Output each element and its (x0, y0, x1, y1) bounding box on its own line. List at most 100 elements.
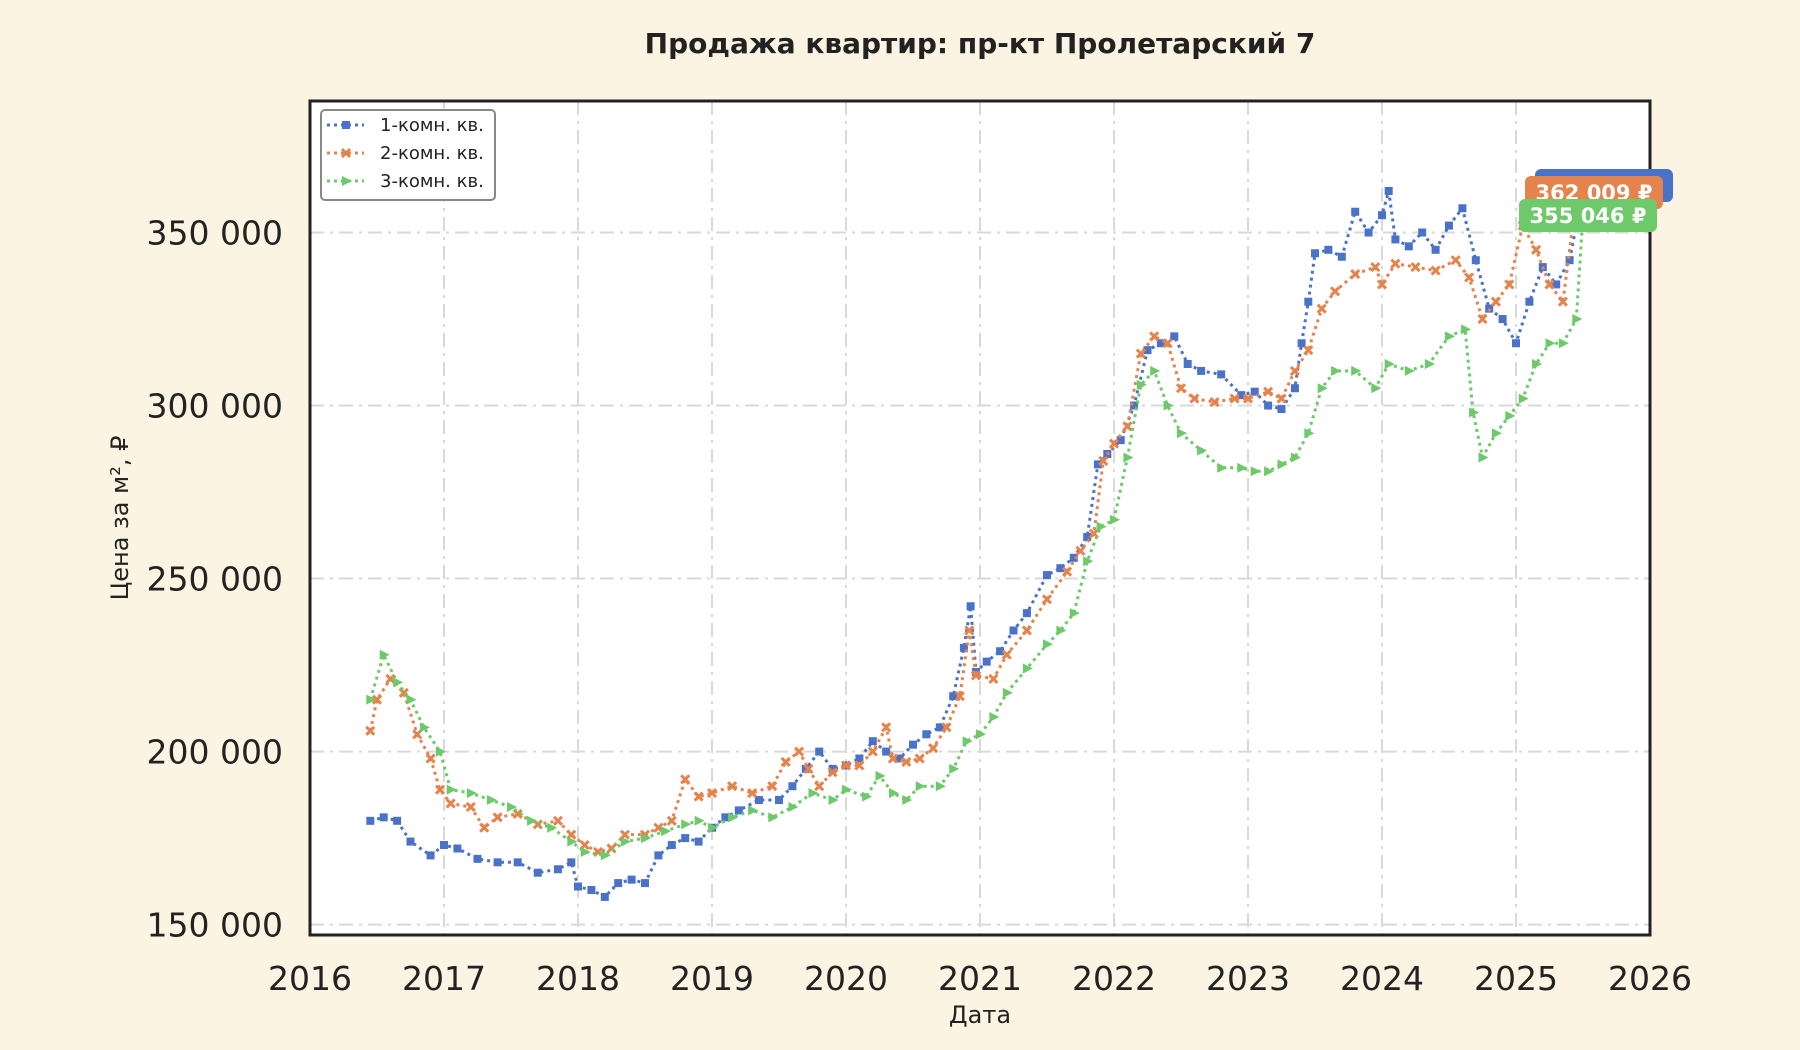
data-point (1021, 625, 1032, 636)
data-point (1277, 404, 1286, 413)
data-point (1304, 297, 1313, 306)
data-point (1464, 272, 1475, 283)
data-point (928, 743, 939, 754)
data-point (1130, 401, 1139, 410)
data-point (1445, 221, 1453, 230)
legend-label: 3-комн. кв. (380, 171, 484, 192)
data-point (366, 694, 377, 705)
data-point (1384, 359, 1395, 370)
data-point (941, 722, 952, 733)
data-point (922, 730, 931, 739)
data-point (935, 723, 944, 732)
data-point (1149, 331, 1160, 342)
data-point (842, 784, 852, 795)
data-point (587, 886, 596, 895)
data-point (888, 788, 899, 799)
data-point (1384, 186, 1393, 195)
data-point (1364, 228, 1373, 237)
data-point (1217, 370, 1226, 379)
data-point (425, 753, 436, 764)
y-tick-label: 300 000 (147, 387, 283, 426)
data-point (1316, 303, 1327, 314)
data-point (1197, 366, 1206, 375)
data-point (1390, 258, 1401, 269)
data-point (1330, 286, 1341, 297)
data-point (1263, 386, 1274, 397)
data-point (1498, 315, 1507, 324)
x-tick-label: 2020 (804, 959, 888, 998)
series-3 (366, 210, 1589, 861)
data-point (1572, 314, 1583, 325)
legend-box (320, 109, 496, 201)
data-point (1098, 455, 1109, 466)
data-point (1122, 421, 1133, 432)
data-point (1351, 365, 1362, 376)
data-point (1431, 245, 1440, 254)
data-point (801, 764, 810, 773)
legend-item-1: 1-комн. кв. (327, 115, 484, 136)
data-point (1123, 452, 1134, 463)
data-point (1490, 296, 1501, 307)
data-point (1317, 383, 1328, 394)
data-point (600, 892, 609, 901)
data-point (553, 865, 562, 874)
data-point (1289, 365, 1300, 376)
data-point (393, 816, 402, 825)
data-point (1197, 445, 1208, 456)
data-point (661, 826, 672, 837)
data-point (862, 791, 873, 802)
data-point (1512, 339, 1520, 348)
data-point (406, 694, 417, 705)
legend-label: 2-комн. кв. (380, 143, 484, 164)
data-point (1237, 391, 1246, 400)
data-point (1370, 262, 1381, 273)
data-point (775, 796, 783, 805)
data-point (371, 694, 383, 705)
data-point (1022, 609, 1031, 618)
data-point (780, 756, 791, 768)
end-labels: 362 009 ₽362 009 ₽355 046 ₽ (1519, 169, 1673, 232)
data-point (1264, 401, 1273, 410)
legend: 1-комн. кв. 2-комн. кв. 3-комн. кв. (320, 109, 496, 201)
data-point (1351, 207, 1360, 216)
data-point (466, 788, 477, 799)
legend-marker (340, 147, 352, 159)
data-point (808, 788, 819, 799)
data-point (1096, 521, 1107, 532)
data-point (1297, 339, 1306, 348)
data-point (1069, 553, 1078, 562)
data-point (627, 875, 636, 884)
data-point (366, 816, 375, 825)
data-point (1376, 279, 1388, 290)
data-point (1404, 365, 1415, 376)
data-point (734, 806, 743, 815)
data-point (768, 812, 779, 823)
data-point (1477, 313, 1488, 325)
data-point (1391, 235, 1400, 244)
data-point (552, 815, 563, 826)
data-point (1075, 545, 1086, 556)
data-point (727, 781, 738, 792)
x-tick-label: 2023 (1206, 959, 1290, 998)
chart-title: Продажа квартир: пр-кт Пролетарский 7 (645, 27, 1316, 60)
data-point (492, 812, 503, 823)
data-point (1350, 268, 1361, 280)
data-point (580, 846, 591, 857)
data-point (1518, 393, 1529, 404)
data-point (1264, 466, 1275, 477)
data-point (1209, 397, 1220, 408)
data-point (976, 729, 986, 740)
data-point (379, 649, 390, 660)
data-point (881, 722, 892, 733)
data-point (1430, 265, 1441, 276)
data-point (1552, 280, 1561, 289)
data-point (1478, 452, 1489, 463)
data-point (1303, 345, 1314, 356)
data-point (1022, 663, 1033, 674)
data-point (513, 858, 522, 867)
data-point (493, 858, 502, 867)
data-point (803, 763, 814, 774)
data-point (815, 747, 824, 756)
data-point (996, 647, 1005, 656)
